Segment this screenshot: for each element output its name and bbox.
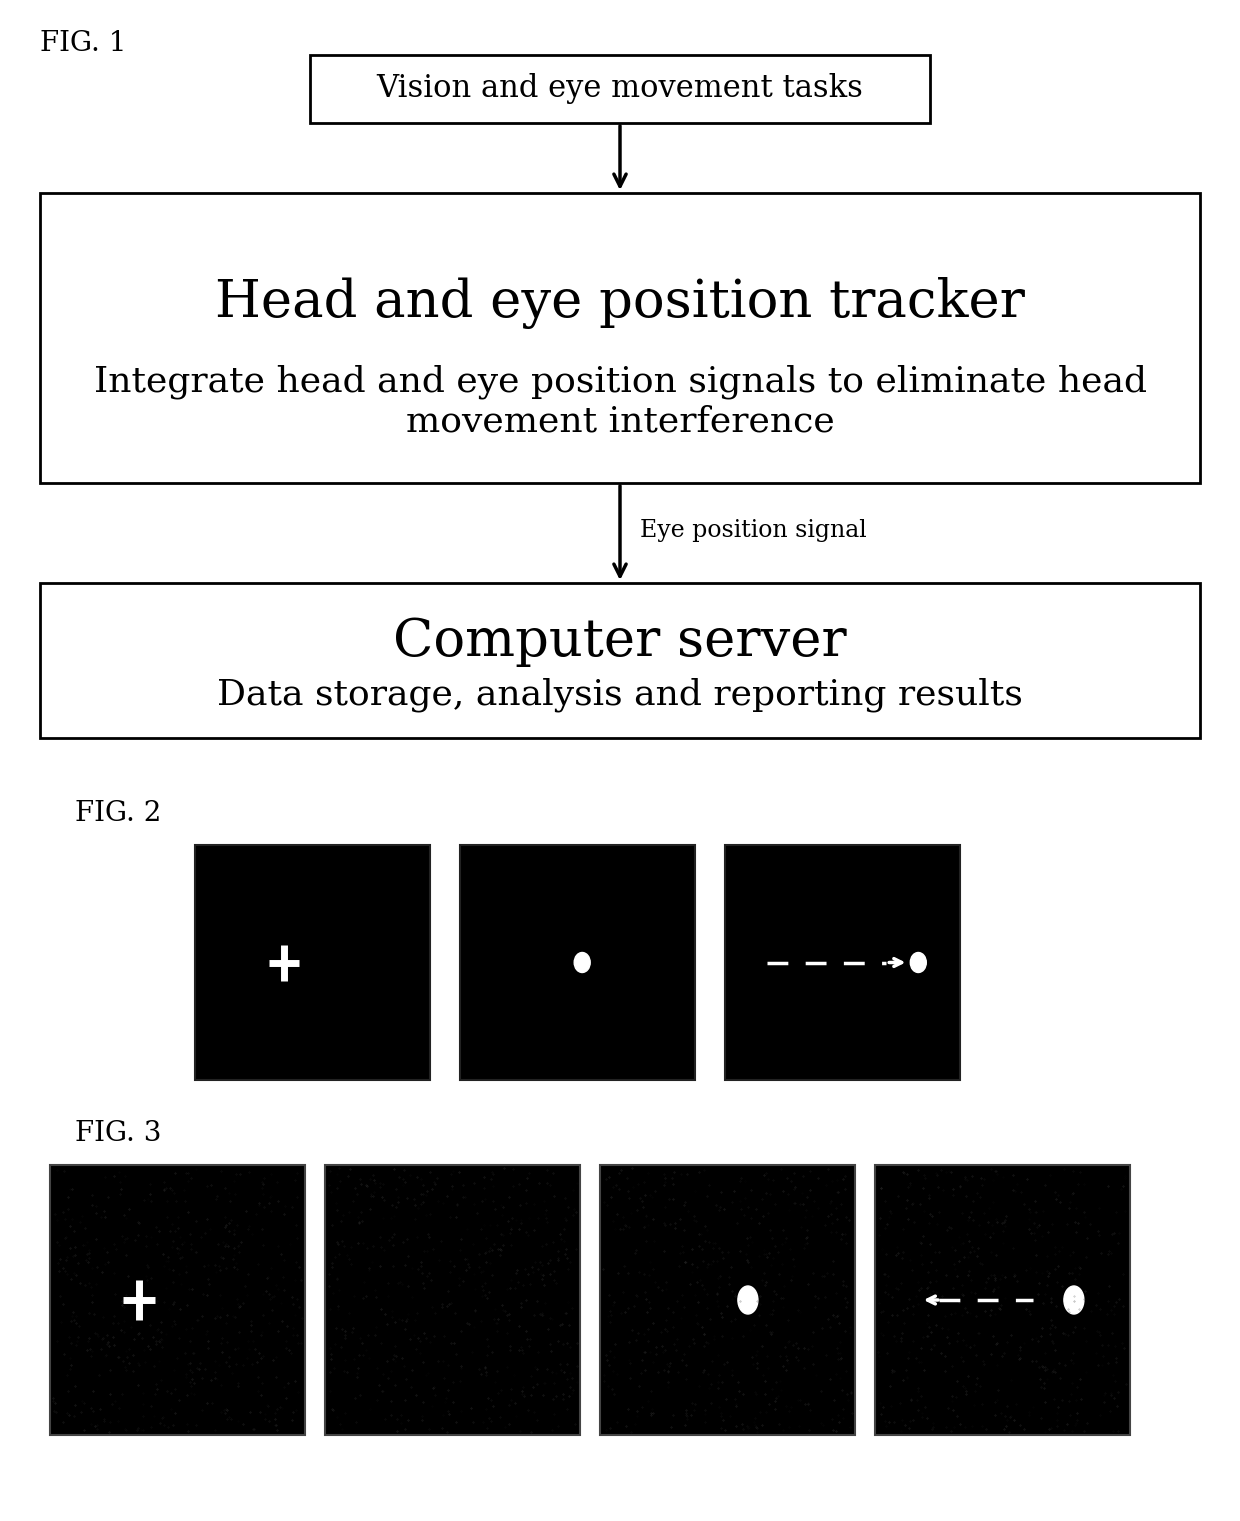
Ellipse shape [1064, 1285, 1084, 1314]
Bar [325, 1165, 580, 1434]
Bar [50, 1165, 305, 1434]
Text: Eye position signal: Eye position signal [640, 519, 867, 541]
Ellipse shape [738, 1285, 758, 1314]
Bar [725, 846, 960, 1080]
Bar [600, 1165, 856, 1434]
Bar [195, 846, 430, 1080]
Text: Integrate head and eye position signals to eliminate head
movement interference: Integrate head and eye position signals … [93, 365, 1147, 438]
Bar [460, 846, 694, 1080]
Text: FIG. 3: FIG. 3 [74, 1119, 161, 1147]
Text: Computer server: Computer server [393, 616, 847, 668]
Bar [310, 55, 930, 123]
Bar [875, 1165, 1130, 1434]
Text: FIG. 1: FIG. 1 [40, 30, 126, 56]
Bar [40, 193, 1200, 484]
Text: Data storage, analysis and reporting results: Data storage, analysis and reporting res… [217, 677, 1023, 712]
Text: FIG. 2: FIG. 2 [74, 800, 161, 827]
Text: Head and eye position tracker: Head and eye position tracker [215, 277, 1025, 329]
Ellipse shape [574, 952, 590, 972]
Bar [40, 583, 1200, 738]
Text: Vision and eye movement tasks: Vision and eye movement tasks [377, 73, 863, 105]
Ellipse shape [910, 952, 926, 972]
